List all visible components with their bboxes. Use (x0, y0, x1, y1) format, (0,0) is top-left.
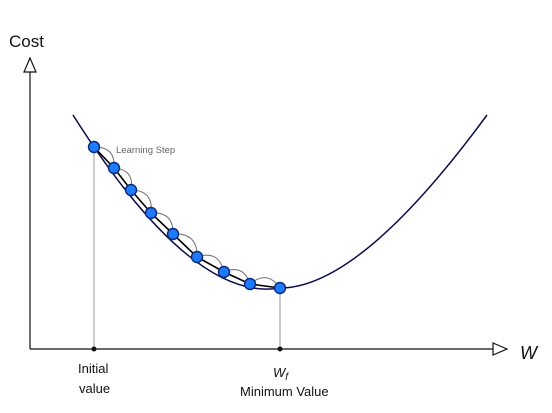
learning-step-label: Learning Step (116, 145, 175, 156)
step-point (243, 277, 257, 291)
minimum-weight-symbol-base: W (273, 365, 287, 380)
initial-value-label-line2: value (79, 381, 110, 396)
step-point (273, 281, 287, 295)
descent-path (93, 146, 281, 289)
cost-curve (72, 114, 488, 290)
initial-value-label-line1: Initial (78, 361, 108, 376)
step-point (190, 250, 204, 264)
learning-steps (87, 140, 287, 295)
step-point (107, 161, 121, 175)
step-point (217, 265, 231, 279)
minimum-value-tick (277, 346, 283, 352)
step-point (166, 227, 180, 241)
initial-value-tick (91, 346, 97, 352)
minimum-weight-symbol-subscript: f (285, 372, 289, 383)
y-axis-arrow-icon (23, 56, 37, 73)
minimum-value-label: Minimum Value (240, 384, 329, 399)
y-axis-label: Cost (9, 32, 44, 51)
x-axis-label: W (520, 343, 539, 363)
step-point (144, 206, 158, 220)
minimum-weight-symbol: Wf (273, 365, 289, 383)
step-point (87, 140, 101, 154)
step-point (124, 183, 138, 197)
x-axis-arrow-icon (492, 342, 509, 356)
